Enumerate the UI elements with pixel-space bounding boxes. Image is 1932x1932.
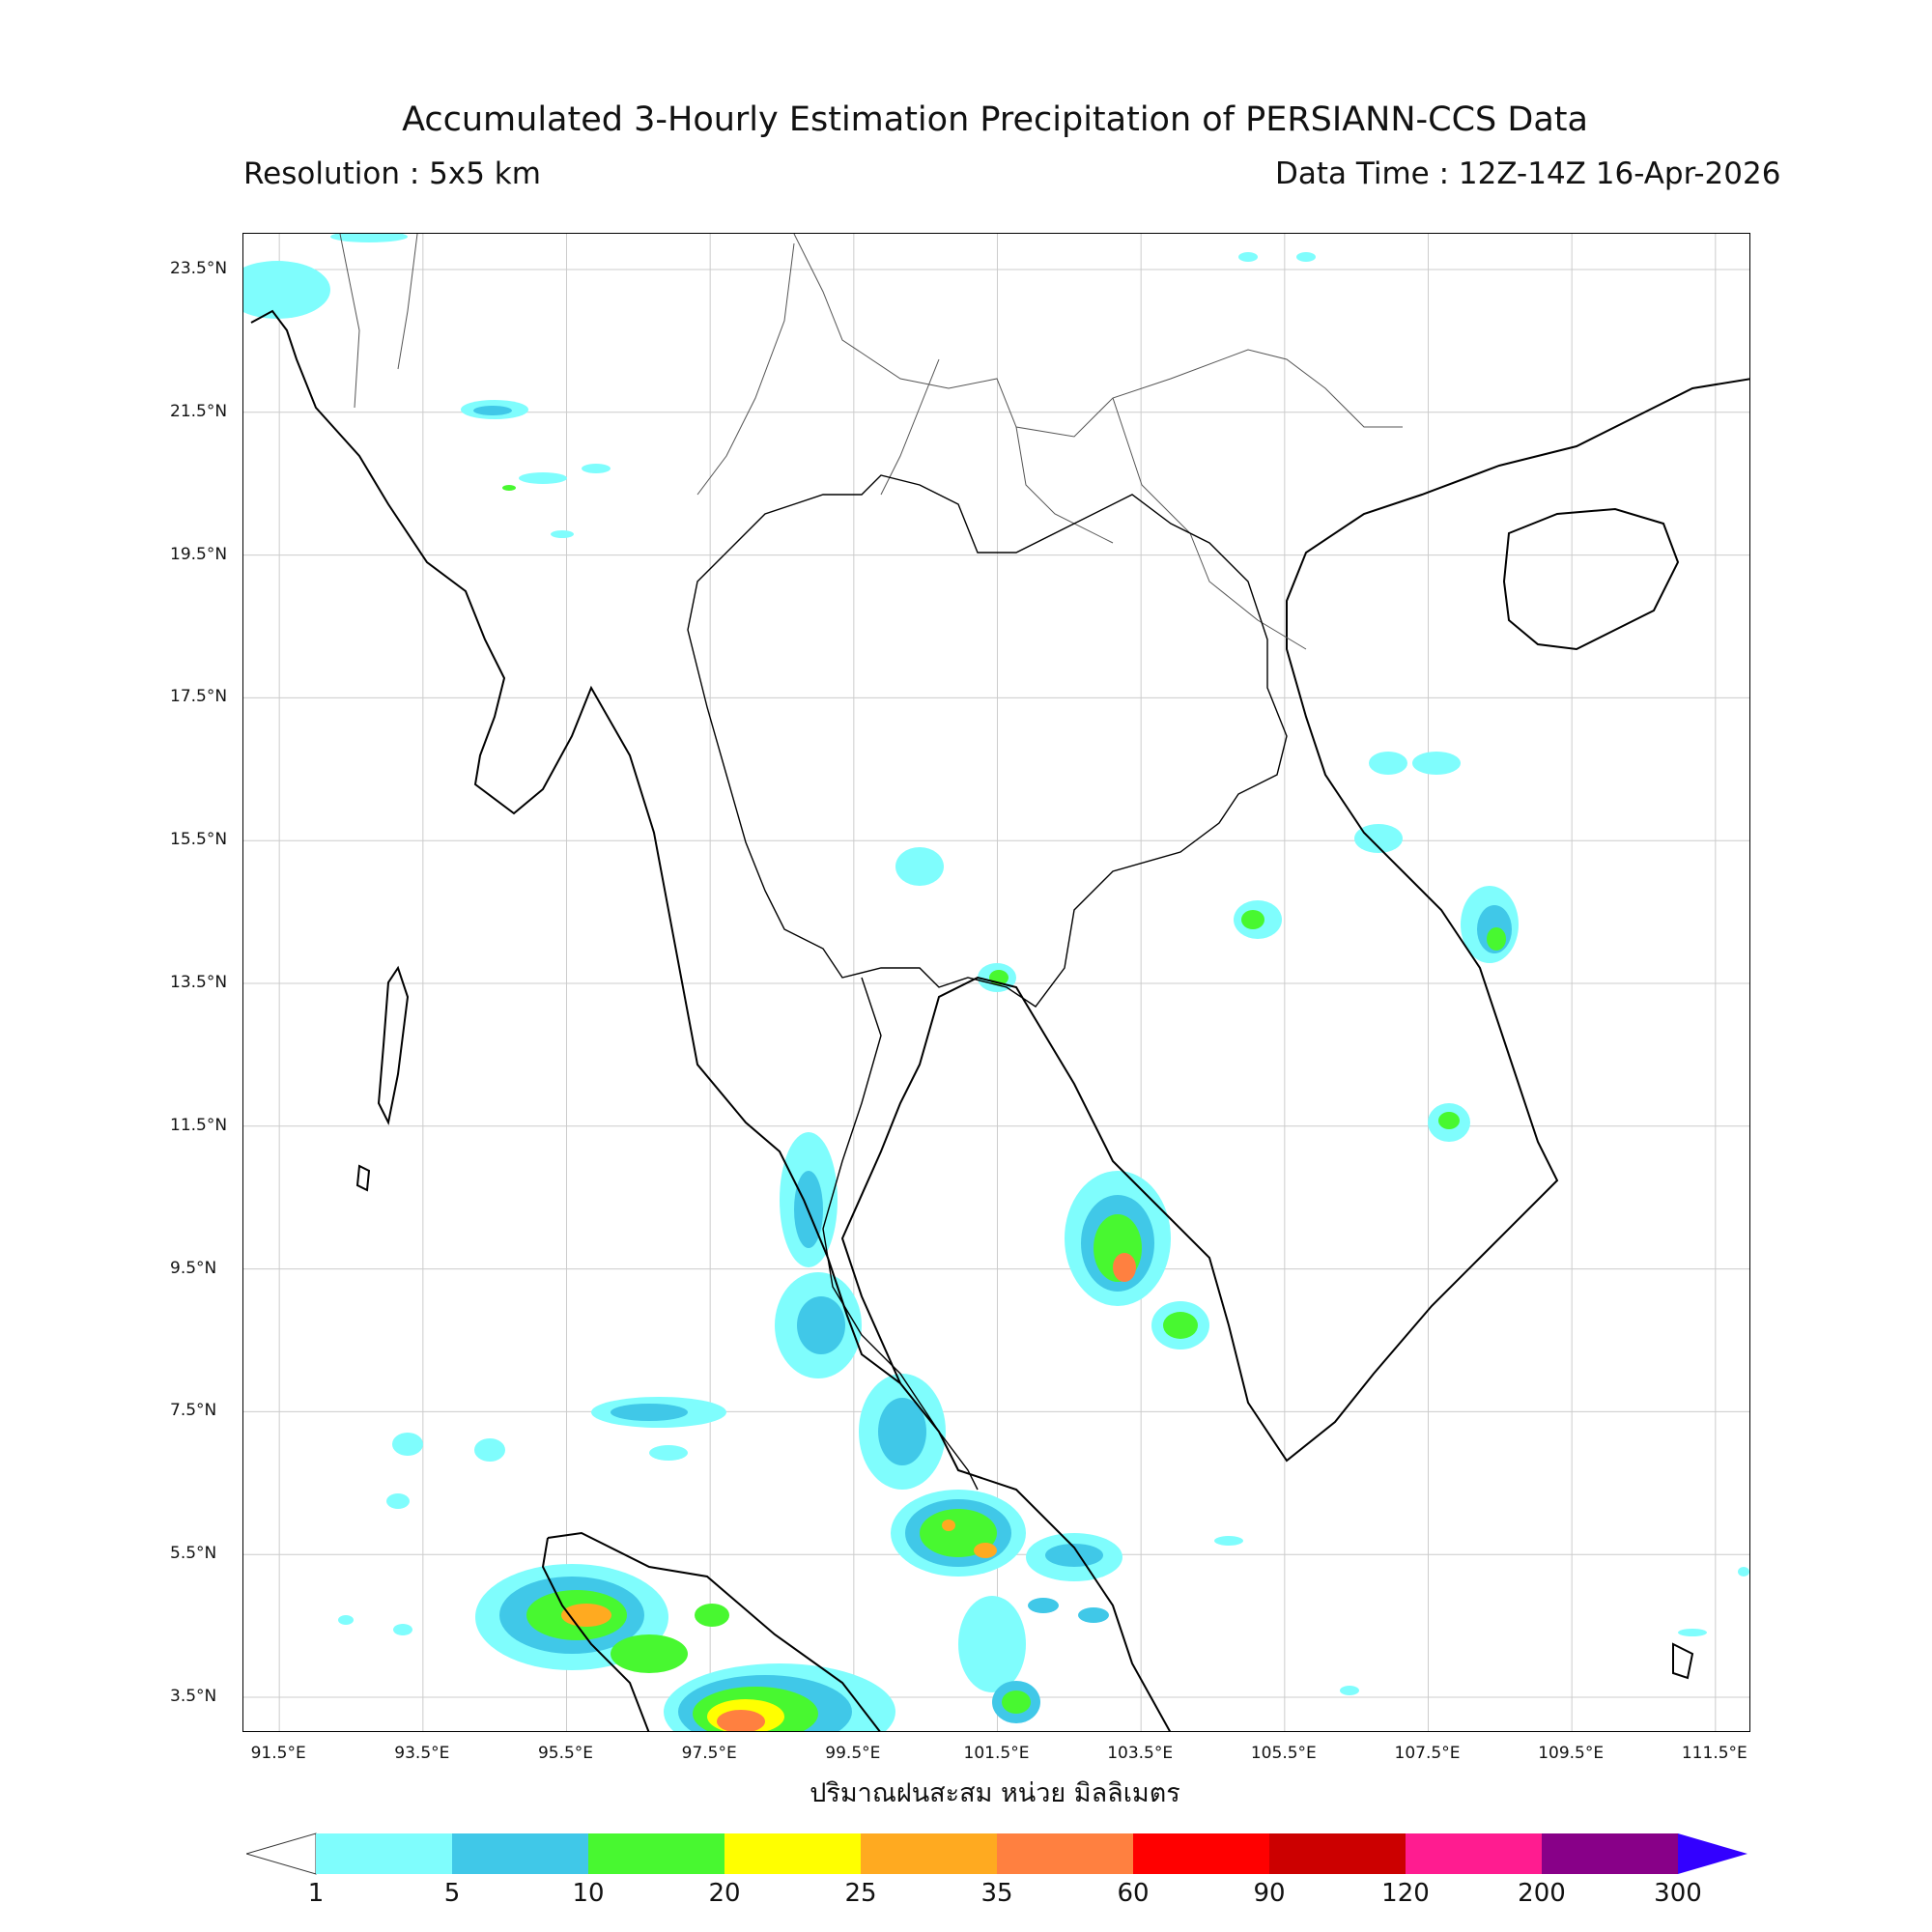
precipitation-overlay — [243, 234, 1749, 1731]
y-tick-label: 15.5°N — [170, 830, 228, 850]
x-tick-label: 107.5°E — [1394, 1744, 1461, 1763]
x-tick-label: 97.5°E — [681, 1744, 737, 1763]
colorbar-segment — [316, 1833, 452, 1874]
x-tick-label: 111.5°E — [1681, 1744, 1747, 1763]
y-tick-label: 5.5°N — [170, 1544, 217, 1564]
colorbar-level-label: 1 — [307, 1879, 325, 1908]
thailand-provinces — [687, 474, 1288, 1491]
colorbar-level-label: 5 — [443, 1879, 461, 1908]
colorbar-level-label: 20 — [708, 1879, 741, 1908]
colorbar-level-label: 200 — [1518, 1879, 1566, 1908]
colorbar-level-label: 300 — [1654, 1879, 1702, 1908]
colorbar-segment — [452, 1833, 588, 1874]
x-tick-label: 109.5°E — [1538, 1744, 1605, 1763]
resolution-label: Resolution : 5x5 km — [243, 156, 541, 191]
colorbar-segment — [1269, 1833, 1406, 1874]
country-borders — [339, 234, 1403, 650]
colorbar-level-label: 25 — [844, 1879, 877, 1908]
y-tick-label: 11.5°N — [170, 1115, 228, 1135]
colorbar-level-label: 120 — [1381, 1879, 1430, 1908]
y-tick-label: 17.5°N — [170, 687, 228, 707]
x-tick-label: 95.5°E — [537, 1744, 594, 1763]
y-tick-label: 19.5°N — [170, 544, 228, 564]
colorbar-extend-high — [1678, 1833, 1747, 1874]
precipitation-map — [242, 233, 1750, 1732]
colorbar-extend-low — [246, 1833, 317, 1875]
y-tick-label: 13.5°N — [170, 973, 228, 992]
colorbar-level-label: 35 — [980, 1879, 1013, 1908]
y-tick-label: 23.5°N — [170, 258, 228, 278]
y-tick-label: 7.5°N — [170, 1401, 217, 1421]
colorbar-segment — [861, 1833, 997, 1874]
colorbar-level-label: 60 — [1117, 1879, 1150, 1908]
colorbar-segment — [997, 1833, 1133, 1874]
colorbar-segment — [588, 1833, 724, 1874]
x-tick-label: 101.5°E — [963, 1744, 1030, 1763]
colorbar-level-label: 90 — [1253, 1879, 1286, 1908]
y-tick-label: 3.5°N — [170, 1687, 217, 1707]
map-title: Accumulated 3-Hourly Estimation Precipit… — [402, 100, 1588, 139]
map-gridlines — [243, 234, 1749, 1731]
y-tick-label: 9.5°N — [170, 1258, 217, 1278]
data-time-label: Data Time : 12Z-14Z 16-Apr-2026 — [1275, 156, 1781, 191]
colorbar-segment — [724, 1833, 861, 1874]
colorbar-level-label: 10 — [572, 1879, 605, 1908]
colorbar-segment — [1133, 1833, 1269, 1874]
x-tick-label: 91.5°E — [250, 1744, 306, 1763]
colorbar-label: ปริมาณฝนสะสม หน่วย มิลลิเมตร — [810, 1778, 1180, 1808]
colorbar-segment — [1406, 1833, 1542, 1874]
x-tick-label: 93.5°E — [394, 1744, 450, 1763]
x-tick-label: 99.5°E — [825, 1744, 881, 1763]
colorbar — [246, 1833, 1747, 1875]
x-tick-label: 103.5°E — [1107, 1744, 1174, 1763]
y-tick-label: 21.5°N — [170, 401, 228, 421]
x-tick-label: 105.5°E — [1250, 1744, 1317, 1763]
colorbar-segment — [1542, 1833, 1678, 1874]
